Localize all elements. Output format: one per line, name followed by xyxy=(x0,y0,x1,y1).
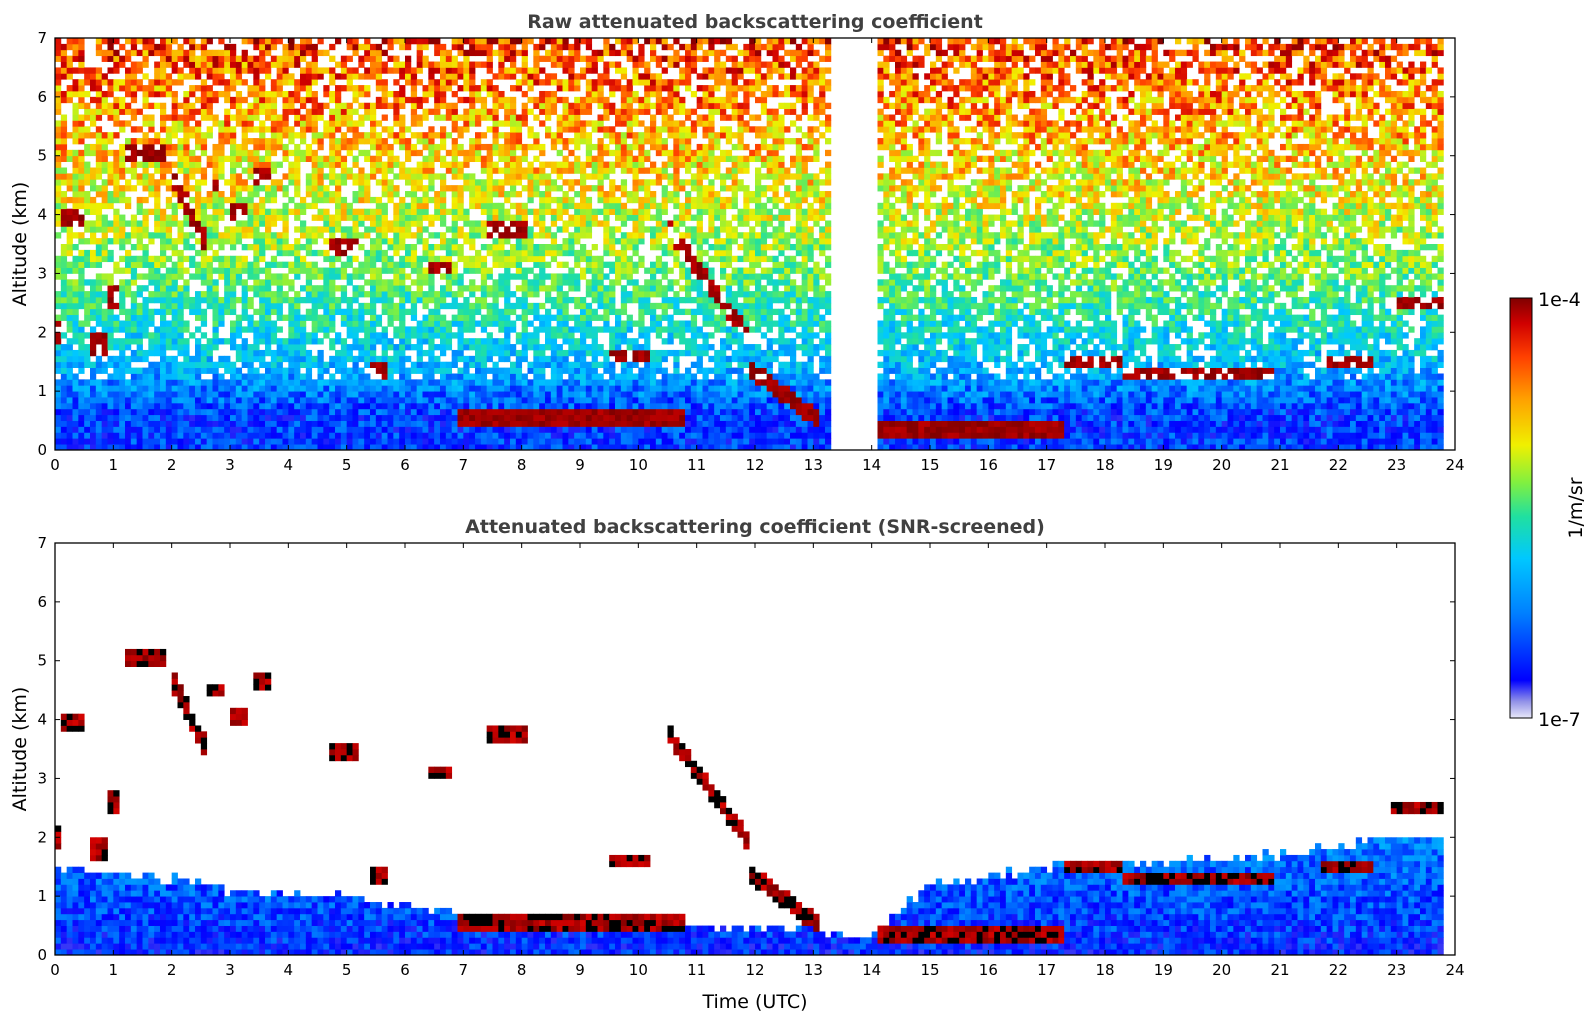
x-tick-label: 13 xyxy=(804,961,823,979)
colorbar-max-label: 1e-4 xyxy=(1538,289,1581,311)
x-tick-label: 2 xyxy=(167,961,177,979)
x-tick-label: 9 xyxy=(575,456,585,474)
y-tick-label: 1 xyxy=(37,887,47,905)
y-tick-label: 0 xyxy=(37,441,47,459)
x-tick-label: 4 xyxy=(284,456,294,474)
y-tick-label: 3 xyxy=(37,769,47,787)
x-tick-label: 10 xyxy=(629,456,648,474)
x-tick-label: 23 xyxy=(1387,961,1406,979)
panel-1-title: Raw attenuated backscattering coefficien… xyxy=(527,11,983,33)
x-tick-label: 16 xyxy=(979,961,998,979)
x-tick-label: 22 xyxy=(1329,961,1348,979)
x-tick-label: 18 xyxy=(1095,961,1114,979)
panel-2-title: Attenuated backscattering coefficient (S… xyxy=(465,516,1045,538)
x-tick-label: 5 xyxy=(342,456,352,474)
x-tick-label: 7 xyxy=(459,961,469,979)
x-tick-label: 1 xyxy=(109,961,119,979)
y-tick-label: 0 xyxy=(37,946,47,964)
y-tick-label: 2 xyxy=(37,828,47,846)
y-tick-label: 7 xyxy=(37,534,47,552)
colorbar-unit-label: 1/m/sr xyxy=(1565,477,1587,538)
x-tick-label: 15 xyxy=(920,961,939,979)
panel-2-heatmap xyxy=(55,648,1444,955)
panel-2-ylabel: Altitude (km) xyxy=(9,687,31,812)
x-tick-label: 0 xyxy=(50,961,60,979)
y-tick-label: 4 xyxy=(37,711,47,729)
x-tick-label: 14 xyxy=(862,456,881,474)
x-tick-label: 4 xyxy=(284,961,294,979)
y-tick-label: 7 xyxy=(37,29,47,47)
x-tick-label: 22 xyxy=(1329,456,1348,474)
x-tick-label: 13 xyxy=(804,456,823,474)
x-tick-label: 16 xyxy=(979,456,998,474)
x-tick-label: 17 xyxy=(1037,961,1056,979)
y-tick-label: 5 xyxy=(37,147,47,165)
x-tick-label: 1 xyxy=(109,456,119,474)
x-tick-label: 11 xyxy=(687,961,706,979)
y-tick-label: 3 xyxy=(37,264,47,282)
x-tick-label: 17 xyxy=(1037,456,1056,474)
x-tick-label: 20 xyxy=(1212,456,1231,474)
colorbar xyxy=(1509,297,1533,719)
x-tick-label: 10 xyxy=(629,961,648,979)
x-tick-label: 24 xyxy=(1445,456,1464,474)
panel-1-ylabel: Altitude (km) xyxy=(9,182,31,307)
y-tick-label: 2 xyxy=(37,323,47,341)
x-tick-label: 6 xyxy=(400,456,410,474)
x-tick-label: 18 xyxy=(1095,456,1114,474)
panel-2-ticks: 0 1 2 3 4 5 6 7 8 9 10 11 12 13 14 15 16 17 18 19 20 21 22 23 24… xyxy=(37,534,1464,979)
x-tick-label: 8 xyxy=(517,456,527,474)
x-tick-label: 24 xyxy=(1445,961,1464,979)
x-tick-label: 19 xyxy=(1154,961,1173,979)
x-tick-label: 21 xyxy=(1270,961,1289,979)
x-tick-label: 3 xyxy=(225,961,235,979)
x-tick-label: 5 xyxy=(342,961,352,979)
x-tick-label: 12 xyxy=(745,961,764,979)
x-tick-label: 14 xyxy=(862,961,881,979)
x-tick-label: 7 xyxy=(459,456,469,474)
x-tick-label: 0 xyxy=(50,456,60,474)
y-tick-label: 4 xyxy=(37,206,47,224)
panel-2-xlabel: Time (UTC) xyxy=(701,991,807,1013)
y-tick-label: 5 xyxy=(37,652,47,670)
x-tick-label: 11 xyxy=(687,456,706,474)
x-tick-label: 9 xyxy=(575,961,585,979)
x-tick-label: 19 xyxy=(1154,456,1173,474)
x-tick-label: 21 xyxy=(1270,456,1289,474)
x-tick-label: 3 xyxy=(225,456,235,474)
x-tick-label: 15 xyxy=(920,456,939,474)
x-tick-label: 20 xyxy=(1212,961,1231,979)
x-tick-label: 2 xyxy=(167,456,177,474)
colorbar-min-label: 1e-7 xyxy=(1538,709,1581,731)
y-tick-label: 6 xyxy=(37,593,47,611)
x-tick-label: 8 xyxy=(517,961,527,979)
panel-1-ticks: 0 1 2 3 4 5 6 7 8 9 10 11 12 13 14 15 16 17 18 19 20 21 22 23 24… xyxy=(37,29,1464,474)
panel-1-heatmap xyxy=(55,38,1444,450)
y-tick-label: 6 xyxy=(37,88,47,106)
x-tick-label: 6 xyxy=(400,961,410,979)
y-tick-label: 1 xyxy=(37,382,47,400)
x-tick-label: 23 xyxy=(1387,456,1406,474)
x-tick-label: 12 xyxy=(745,456,764,474)
